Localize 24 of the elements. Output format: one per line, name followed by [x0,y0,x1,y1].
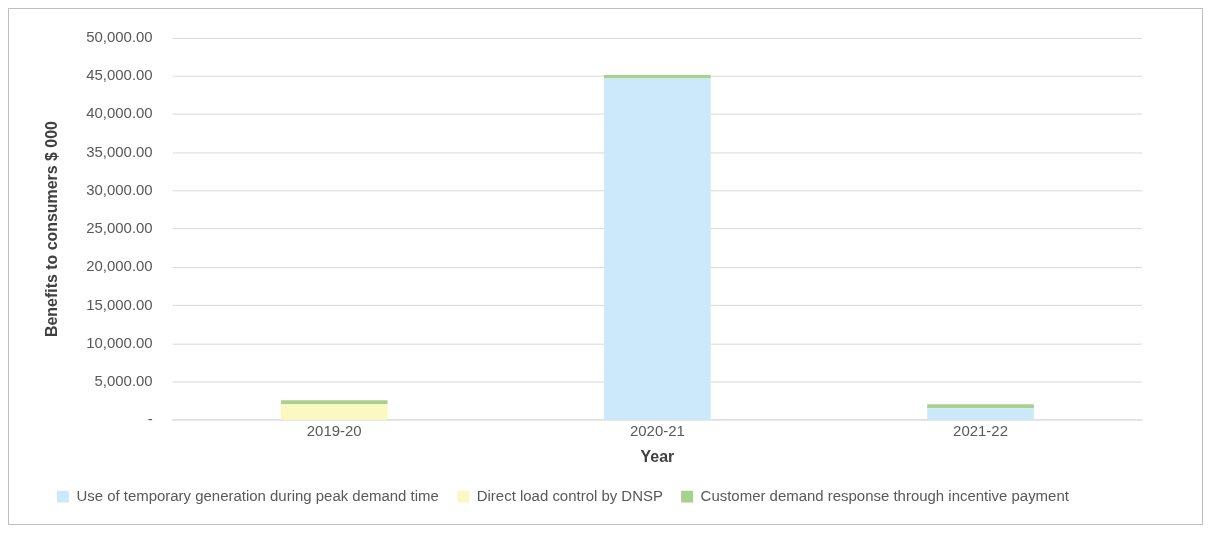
legend-label: Direct load control by DNSP [476,486,663,504]
y-tick-label: 50,000.00 [86,28,153,46]
y-tick-label: 15,000.00 [86,295,153,313]
x-axis-title: Year [640,448,675,466]
y-axis-title: Benefits to consumers $ 000 [42,120,60,337]
legend-label: Use of temporary generation during peak demand time [76,486,439,504]
bar [927,408,1034,420]
x-tick-label: 2019-20 [306,422,362,440]
y-tick-label: 45,000.00 [86,66,153,84]
y-tick-label: 5,000.00 [94,372,153,390]
x-tick-label: 2020-21 [629,422,685,440]
y-tick-label: - [147,410,153,428]
y-tick-label: 30,000.00 [86,180,153,198]
bar [927,404,1034,409]
y-tick-label: 35,000.00 [86,142,153,160]
bar [280,404,388,420]
y-tick-label: 10,000.00 [86,333,153,351]
bar [604,78,711,420]
bar [280,400,388,405]
legend-label: Customer demand response through incentive payment [700,486,1070,504]
y-tick-label: 20,000.00 [86,257,153,275]
y-tick-label: 40,000.00 [86,104,153,122]
x-tick-label: 2021-22 [953,422,1008,440]
y-tick-label: 25,000.00 [86,219,153,237]
